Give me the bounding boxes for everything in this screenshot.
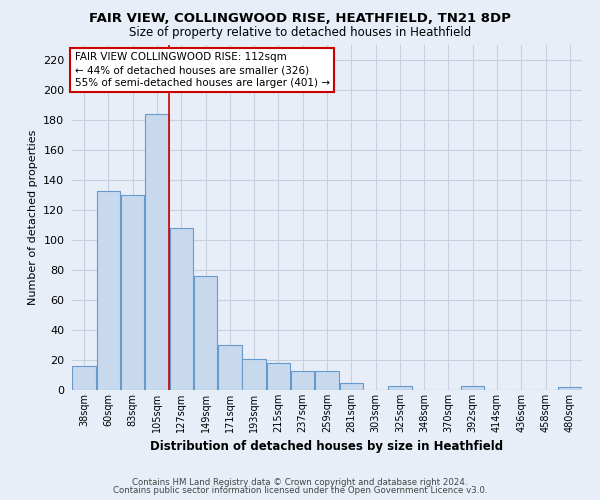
Bar (145, 114, 169, 390)
Bar (170, 228, 193, 390)
Y-axis label: Number of detached properties: Number of detached properties (28, 130, 38, 305)
Bar (73, 366, 96, 390)
Text: Contains public sector information licensed under the Open Government Licence v3: Contains public sector information licen… (113, 486, 487, 495)
Bar (558, 387, 581, 390)
Bar (266, 363, 290, 390)
Bar (218, 345, 242, 390)
X-axis label: Distribution of detached houses by size in Heathfield: Distribution of detached houses by size … (151, 440, 503, 454)
Text: FAIR VIEW, COLLINGWOOD RISE, HEATHFIELD, TN21 8DP: FAIR VIEW, COLLINGWOOD RISE, HEATHFIELD,… (89, 12, 511, 26)
Text: FAIR VIEW COLLINGWOOD RISE: 112sqm
← 44% of detached houses are smaller (326)
55: FAIR VIEW COLLINGWOOD RISE: 112sqm ← 44%… (74, 52, 329, 88)
Bar (242, 358, 266, 390)
Bar (121, 195, 145, 390)
Bar (315, 370, 339, 390)
Text: Contains HM Land Registry data © Crown copyright and database right 2024.: Contains HM Land Registry data © Crown c… (132, 478, 468, 487)
Bar (340, 382, 363, 390)
Bar (194, 276, 217, 390)
Bar (461, 386, 484, 390)
Bar (291, 370, 314, 390)
Bar (388, 386, 412, 390)
Text: Size of property relative to detached houses in Heathfield: Size of property relative to detached ho… (129, 26, 471, 39)
Bar (97, 190, 120, 390)
